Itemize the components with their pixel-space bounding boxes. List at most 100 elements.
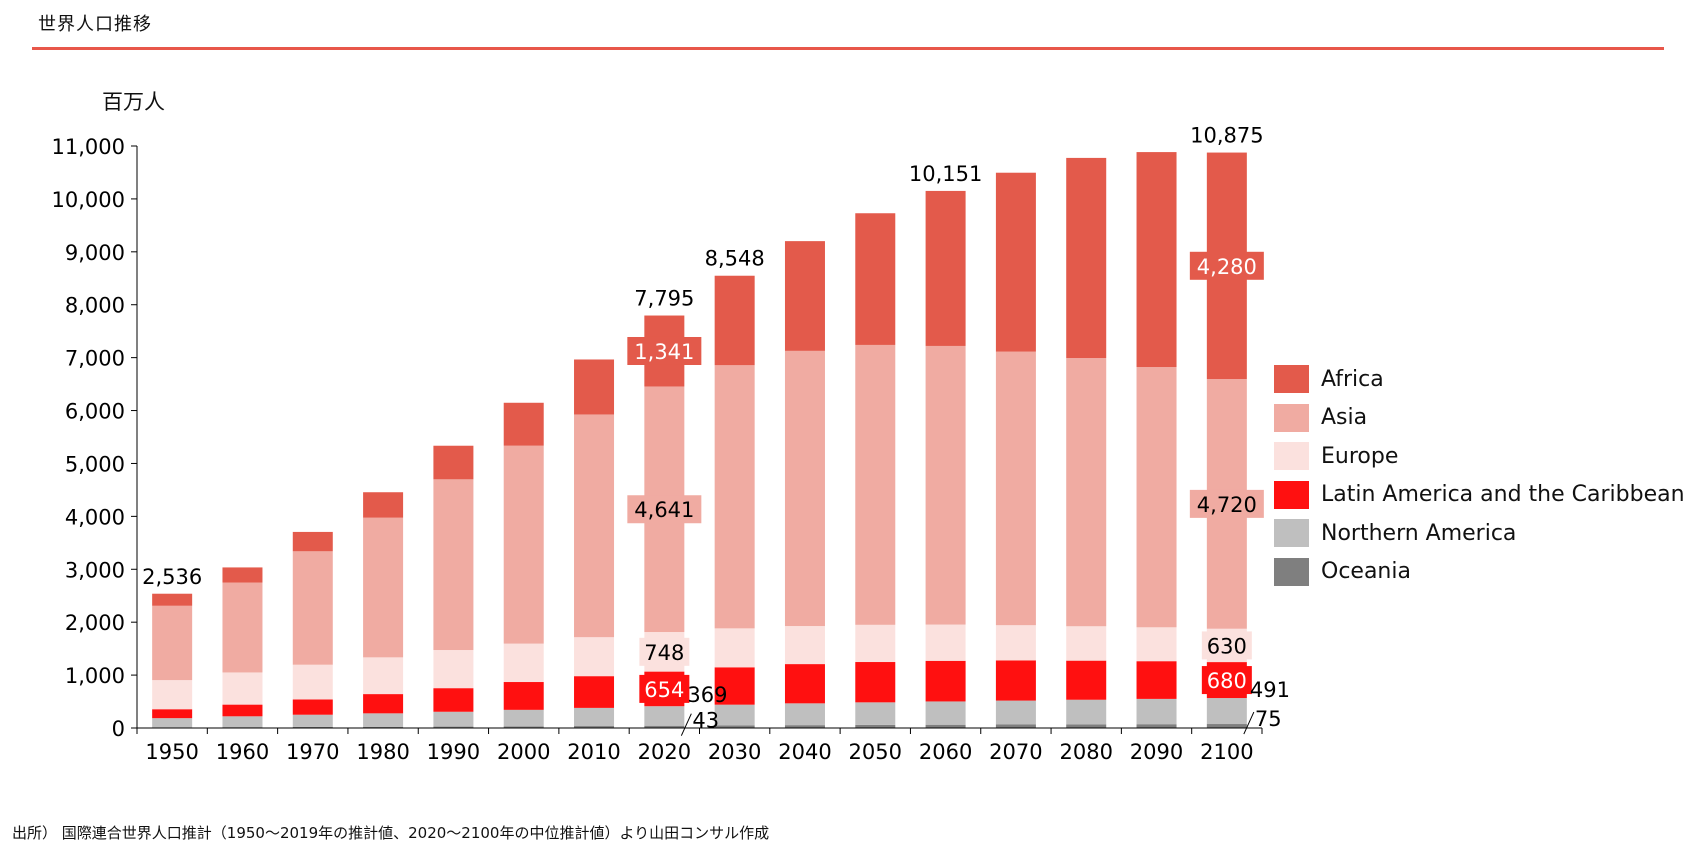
x-tick-label: 2040 xyxy=(778,740,831,764)
bar-europe-1950 xyxy=(152,680,193,710)
bar-oceania-2070 xyxy=(995,724,1036,728)
bar-latin-america-and-the-caribbean-2010 xyxy=(574,676,615,708)
bar-latin-america-and-the-caribbean-1970 xyxy=(292,699,333,715)
legend-label: Europe xyxy=(1321,443,1399,469)
bar-northern-america-2000 xyxy=(503,709,544,727)
x-tick-label: 2060 xyxy=(919,740,972,764)
bar-latin-america-and-the-caribbean-1980 xyxy=(363,694,404,714)
bar-europe-1960 xyxy=(222,672,263,705)
bar-oceania-1980 xyxy=(363,726,404,728)
bar-northern-america-1960 xyxy=(222,716,263,728)
bar-europe-2030 xyxy=(714,628,755,668)
bar-latin-america-and-the-caribbean-2000 xyxy=(503,682,544,710)
segment-label-northern-america-2100: 491 xyxy=(1250,678,1290,702)
bar-latin-america-and-the-caribbean-2080 xyxy=(1066,660,1107,700)
segment-label-africa-2100: 4,280 xyxy=(1197,255,1257,279)
legend-item-europe: Europe xyxy=(1274,437,1685,476)
total-label-1950: 2,536 xyxy=(142,565,202,589)
bar-oceania-2040 xyxy=(784,725,825,728)
bar-europe-2060 xyxy=(925,624,966,661)
bar-asia-2040 xyxy=(784,350,825,627)
legend-swatch xyxy=(1274,365,1309,394)
x-tick-label: 2080 xyxy=(1059,740,1112,764)
chart-legend: Africa Asia Europe Latin America and the Ca… xyxy=(1274,360,1685,591)
bar-asia-2000 xyxy=(503,445,544,644)
page-title: 世界人口推移 xyxy=(38,14,152,35)
bar-northern-america-2070 xyxy=(995,700,1036,725)
bar-europe-2000 xyxy=(503,643,544,683)
bar-europe-2080 xyxy=(1066,626,1107,661)
bar-northern-america-2060 xyxy=(925,701,966,725)
bar-oceania-2060 xyxy=(925,724,966,728)
legend-item-asia: Asia xyxy=(1274,399,1685,438)
segment-label-asia-2100: 4,720 xyxy=(1197,493,1257,517)
legend-swatch xyxy=(1274,480,1309,509)
x-tick-label: 1960 xyxy=(216,740,269,764)
segment-label-africa-2020-bg xyxy=(627,336,702,365)
bar-northern-america-2080 xyxy=(1066,699,1107,725)
source-note: 出所） 国際連合世界人口推計（1950〜2019年の推計値、2020〜2100年… xyxy=(12,824,770,842)
bar-latin-america-and-the-caribbean-1950 xyxy=(152,709,193,719)
bar-africa-1990 xyxy=(433,445,474,480)
bar-latin-america-and-the-caribbean-2040 xyxy=(784,664,825,704)
bar-northern-america-2030 xyxy=(714,704,755,726)
bar-asia-2060 xyxy=(925,345,966,625)
y-tick-label: 6,000 xyxy=(65,400,125,424)
x-tick-label: 1980 xyxy=(356,740,409,764)
y-tick-label: 2,000 xyxy=(65,611,125,635)
legend-item-africa: Africa xyxy=(1274,360,1685,399)
bar-asia-2070 xyxy=(995,351,1036,626)
bar-oceania-2080 xyxy=(1066,724,1107,728)
bar-northern-america-2100 xyxy=(1206,698,1247,725)
bar-africa-2070 xyxy=(995,172,1036,352)
segment-label-europe-2100: 630 xyxy=(1207,634,1247,658)
bar-asia-2080 xyxy=(1066,358,1107,627)
y-tick-label: 1,000 xyxy=(65,664,125,688)
bar-oceania-2000 xyxy=(503,726,544,728)
x-tick-label: 2010 xyxy=(567,740,620,764)
y-axis-unit-label: 百万人 xyxy=(102,90,165,114)
x-tick-label: 2020 xyxy=(638,740,691,764)
y-tick-label: 10,000 xyxy=(52,188,125,212)
bar-africa-1960 xyxy=(222,567,263,583)
bar-oceania-1970 xyxy=(292,726,333,728)
bar-africa-2040 xyxy=(784,241,825,351)
bar-asia-1960 xyxy=(222,582,263,673)
legend-swatch xyxy=(1274,557,1309,586)
y-tick-label: 0 xyxy=(112,717,125,741)
legend-item-latin-america-and-the-caribbean: Latin America and the Caribbean xyxy=(1274,476,1685,515)
legend-item-northern-america: Northern America xyxy=(1274,514,1685,553)
bar-africa-2030 xyxy=(714,275,755,366)
bar-europe-1980 xyxy=(363,657,404,695)
bar-northern-america-1980 xyxy=(363,713,404,727)
bar-africa-1980 xyxy=(363,492,404,518)
bar-asia-1950 xyxy=(152,605,193,681)
bar-latin-america-and-the-caribbean-1990 xyxy=(433,688,474,712)
bar-africa-2080 xyxy=(1066,157,1107,359)
title-rule xyxy=(32,47,1664,50)
legend-label: Latin America and the Caribbean xyxy=(1321,482,1685,508)
segment-label-africa-2100-bg xyxy=(1189,251,1264,280)
x-tick-label: 2000 xyxy=(497,740,550,764)
bar-africa-2010 xyxy=(574,359,615,415)
bar-asia-1970 xyxy=(292,551,333,665)
y-tick-label: 8,000 xyxy=(65,294,125,318)
y-tick-label: 5,000 xyxy=(65,452,125,476)
segment-label-latin-america-and-the-caribbean-2020-bg xyxy=(639,674,690,703)
bar-northern-america-1970 xyxy=(292,714,333,727)
segment-label-asia-2100-bg xyxy=(1189,489,1264,518)
segment-label-northern-america-2020: 369 xyxy=(687,683,727,707)
total-label-2060: 10,151 xyxy=(909,162,982,186)
segment-label-oceania-2100: 75 xyxy=(1255,707,1282,731)
bar-europe-2010 xyxy=(574,637,615,677)
leader-line-oceania-2020 xyxy=(680,713,692,736)
segment-label-oceania-2020: 43 xyxy=(692,709,719,733)
bar-oceania-2090 xyxy=(1136,724,1177,728)
segment-label-asia-2020: 4,641 xyxy=(634,498,694,522)
bar-northern-america-2010 xyxy=(574,707,615,727)
x-tick-label: 2100 xyxy=(1200,740,1253,764)
legend-label: Africa xyxy=(1321,366,1384,392)
bar-africa-2000 xyxy=(503,402,544,446)
x-tick-label: 2070 xyxy=(989,740,1042,764)
